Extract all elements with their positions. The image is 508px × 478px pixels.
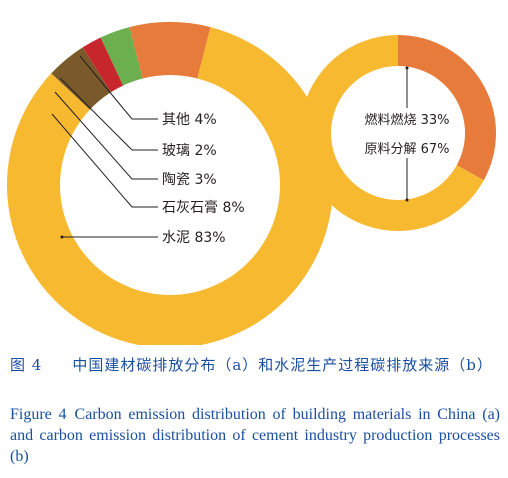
caption-en-text: Carbon emission distribution of building… xyxy=(10,406,501,465)
label-raw-decomposition: 原料分解 67% xyxy=(364,142,449,157)
leader-line-ceramics xyxy=(54,91,158,180)
label-glass: 玻璃 2% xyxy=(162,142,217,159)
chart-figure: 其他 4% 玻璃 2% 陶瓷 3% 石灰石膏 8% 水泥 83% 燃料燃烧 33… xyxy=(7,22,496,345)
leader-line-other xyxy=(79,55,158,120)
slice-a-2 xyxy=(100,27,143,86)
caption-cn-number: 图 4 xyxy=(10,356,43,374)
caption-en-number: Figure 4 xyxy=(10,406,67,423)
leader-dot-fuel xyxy=(405,66,409,70)
label-other: 其他 4% xyxy=(162,112,217,128)
leader-dot-cement xyxy=(60,235,64,239)
caption-chinese: 图 4 中国建材碳排放分布（a）和水泥生产过程碳排放来源（b） xyxy=(10,354,500,376)
slice-a-0 xyxy=(7,27,333,345)
label-ceramics: 陶瓷 3% xyxy=(162,172,217,188)
slice-b-0 xyxy=(398,35,496,181)
slice-b-1 xyxy=(299,35,484,231)
leader-line-lime-gypsum xyxy=(51,113,158,208)
donut-chart-cement-process xyxy=(299,35,496,231)
slice-a-1 xyxy=(129,22,211,79)
label-lime-gypsum: 石灰石膏 8% xyxy=(162,199,245,216)
leader-line-glass xyxy=(59,77,158,151)
label-fuel-combustion: 燃料燃烧 33% xyxy=(364,112,449,128)
leader-dot-raw xyxy=(405,198,409,202)
chart-b-labels: 燃料燃烧 33% 原料分解 67% xyxy=(364,66,450,202)
slice-a-4 xyxy=(51,47,112,110)
chart-a-labels: 其他 4% 玻璃 2% 陶瓷 3% 石灰石膏 8% 水泥 83% xyxy=(51,55,245,246)
slice-a-3 xyxy=(82,37,124,93)
donut-chart-building-materials xyxy=(7,22,333,345)
caption-cn-text: 中国建材碳排放分布（a）和水泥生产过程碳排放来源（b） xyxy=(72,356,493,374)
label-cement: 水泥 83% xyxy=(162,230,226,246)
caption-english: Figure 4 Carbon emission distribution of … xyxy=(10,404,500,467)
